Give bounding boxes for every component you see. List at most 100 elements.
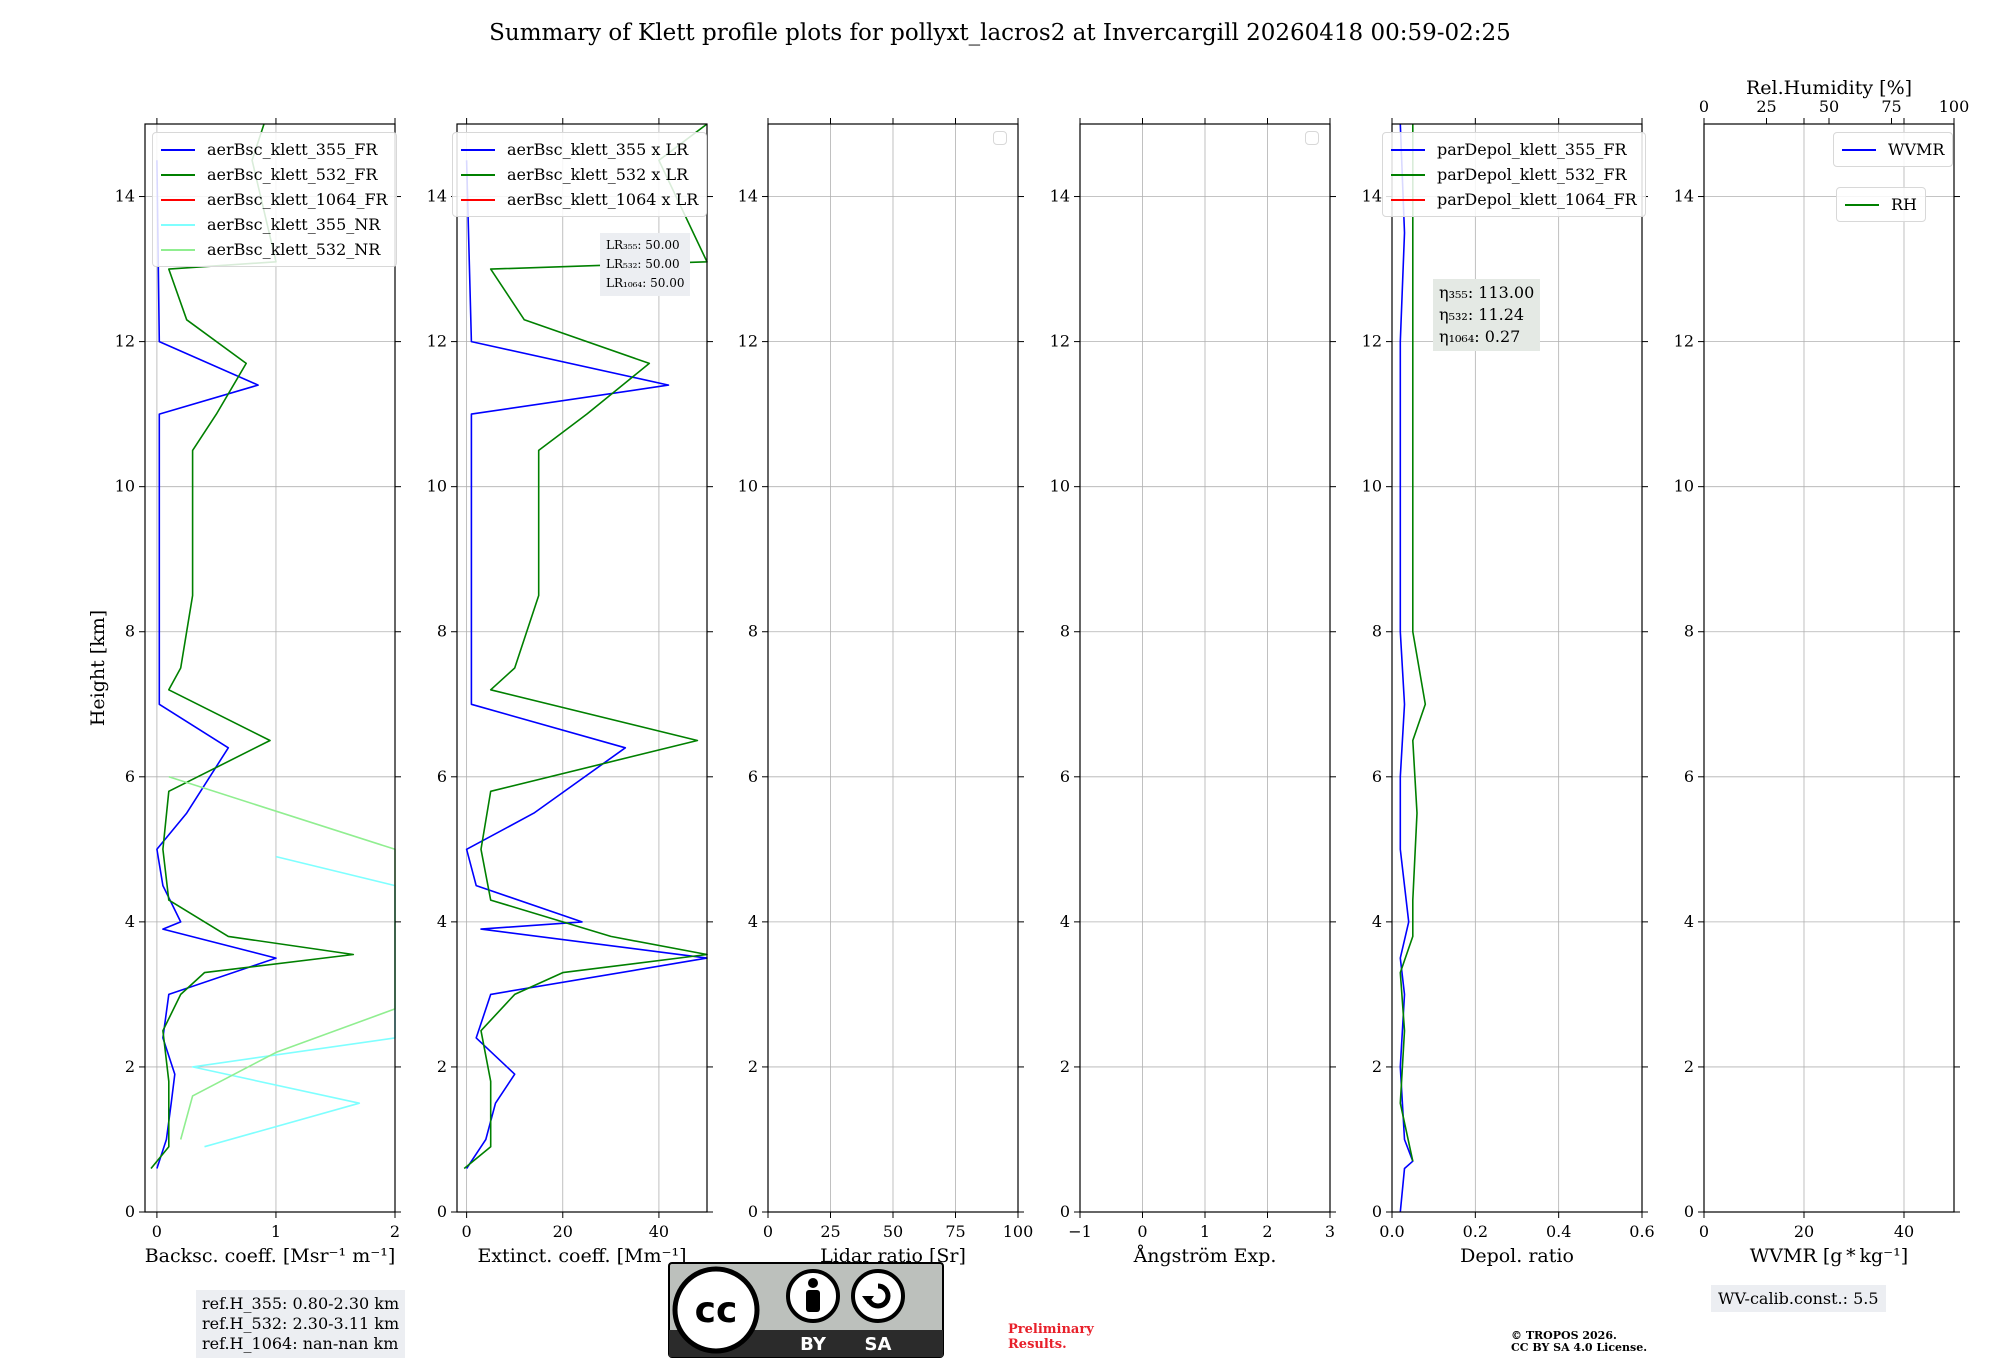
x-axis-label: Extinct. coeff. [Mm⁻¹] [477,1245,686,1267]
y-tick-label: 10 [1362,477,1382,496]
series-line-aerBsc_klett_532_FR [150,123,355,1170]
x-axis-label: Ångström Exp. [1133,1245,1277,1267]
lr-355: LR₃₅₅: 50.00 [606,238,680,252]
y-tick-label: 0 [125,1202,135,1221]
lr-1064: LR₁₀₆₄: 50.00 [606,276,685,290]
cc-text: cc [695,1290,738,1331]
legend-item: parDepol_klett_355_FR [1391,137,1637,162]
x-tick-label: 1 [271,1222,281,1241]
y-tick-label: 4 [1684,912,1694,931]
legend-item: aerBsc_klett_532 x LR [461,162,698,187]
legend-empty-lidar-ratio [993,131,1007,145]
x-axis-label: Depol. ratio [1460,1245,1574,1267]
y-tick-label: 8 [748,622,758,641]
x-tick-label: 0 [1137,1222,1147,1241]
x-tick-label: 100 [1003,1222,1034,1241]
by-person-body [806,1290,820,1312]
y-axis-label: Height [km] [87,610,109,726]
legend-wvmr: WVMR [1833,132,1954,167]
legend-rh: RH [1836,187,1926,222]
series-line-parDepol_klett_355_FR [1399,123,1414,1213]
x2-axis-label: Rel.Humidity [%] [1746,77,1912,99]
legend-item: RH [1845,192,1917,217]
x2-tick-label: 100 [1939,97,1970,116]
y-tick-label: 14 [1674,187,1694,206]
y-tick-label: 14 [115,187,135,206]
y-tick-label: 4 [1372,912,1382,931]
series-line-aerBsc_klett_355_FR [156,160,277,1169]
x-tick-label: 1 [1200,1222,1210,1241]
legend-item: aerBsc_klett_355 x LR [461,137,698,162]
legend-item: aerBsc_klett_532_FR [161,162,388,187]
x2-tick-label: 25 [1756,97,1776,116]
figure-title: Summary of Klett profile plots for polly… [489,20,1511,46]
x-tick-label: 40 [1894,1222,1914,1241]
y-tick-label: 6 [1684,767,1694,786]
axes-frame [1391,123,1643,1213]
chart-panel-2: 0 25 50 75 100 0 2 4 6 8 10 12 14 Lidar ratio [Sr] [738,118,1034,1267]
reference-height-box: ref.H_355: 0.80-2.30 km ref.H_532: 2.30-… [196,1290,406,1358]
axes-frame [144,123,396,1213]
legend-item: parDepol_klett_1064_FR [1391,187,1637,212]
series-line-aerBsc_klett_355 x LR [465,160,708,1169]
x-axis-label: WVMR [g * kg⁻¹] [1750,1245,1908,1267]
legend-item: aerBsc_klett_355_FR [161,137,388,162]
wv-calib-box: WV-calib.const.: 5.5 [1711,1285,1886,1312]
x2-tick-label: 50 [1819,97,1839,116]
legend-item: WVMR [1842,137,1944,162]
x-tick-label: 0.2 [1463,1222,1488,1241]
legend-item: aerBsc_klett_532_NR [161,237,388,262]
y-tick-label: 14 [1050,187,1070,206]
x-tick-label: −1 [1068,1222,1092,1241]
copyright-note: © TROPOS 2026. CC BY SA 4.0 License. [1511,1329,1648,1354]
y-tick-label: 10 [1674,477,1694,496]
y-tick-label: 2 [1060,1057,1070,1076]
legend-empty-angstrom [1305,131,1319,145]
x-tick-label: 0 [763,1222,773,1241]
y-tick-label: 0 [748,1202,758,1221]
x-tick-label: 50 [883,1222,903,1241]
x-tick-label: 0 [1699,1222,1709,1241]
x-tick-label: 0.6 [1629,1222,1654,1241]
x-tick-label: 0.0 [1379,1222,1404,1241]
y-tick-label: 12 [1362,332,1382,351]
y-tick-label: 8 [1684,622,1694,641]
axes-frame [1703,123,1955,1213]
cc-icon [672,1266,760,1354]
ref-h-1064: ref.H_1064: nan-nan km [202,1334,399,1353]
x-tick-label: 3 [1325,1222,1335,1241]
sa-share-alike-icon [851,1269,905,1323]
x-tick-label: 2 [1262,1222,1272,1241]
eta-box: η₃₅₅: 113.00 η₅₃₂: 11.24 η₁₀₆₄: 0.27 [1433,279,1541,351]
series-line-aerBsc_klett_532_NR [168,776,396,1140]
cc-license-logo: cc BY SA [668,1262,944,1358]
y-tick-label: 6 [125,767,135,786]
lr-532: LR₅₃₂: 50.00 [606,257,680,271]
y-tick-label: 0 [1060,1202,1070,1221]
eta-355: η₃₅₅: 113.00 [1439,283,1535,302]
chart-panel-4: 0.0 0.2 0.4 0.6 0 2 4 6 8 10 12 14 Depol. ratio [1362,118,1655,1267]
legend-item: aerBsc_klett_1064_FR [161,187,388,212]
y-tick-label: 8 [1060,622,1070,641]
x-tick-label: 0.4 [1546,1222,1571,1241]
y-tick-label: 2 [1684,1057,1694,1076]
series-line-parDepol_klett_532_FR [1399,124,1427,1162]
lidar-ratio-box: LR₃₅₅: 50.00 LR₅₃₂: 50.00 LR₁₀₆₄: 50.00 [600,233,691,296]
y-tick-label: 2 [1372,1057,1382,1076]
x-tick-label: 2 [390,1222,400,1241]
preliminary-results-note: Preliminary Results. [1008,1322,1094,1352]
x-axis-label: Lidar ratio [Sr] [820,1245,966,1267]
x-tick-label: 25 [820,1222,840,1241]
x-tick-label: 40 [649,1222,669,1241]
by-text: BY [800,1334,827,1355]
y-tick-label: 14 [427,187,447,206]
x-tick-label: 0 [152,1222,162,1241]
series-line-aerBsc_klett_355_NR [191,855,396,1148]
legend-item: aerBsc_klett_1064 x LR [461,187,698,212]
y-tick-label: 10 [115,477,135,496]
y-tick-label: 10 [427,477,447,496]
y-tick-label: 6 [748,767,758,786]
y-tick-label: 8 [437,622,447,641]
